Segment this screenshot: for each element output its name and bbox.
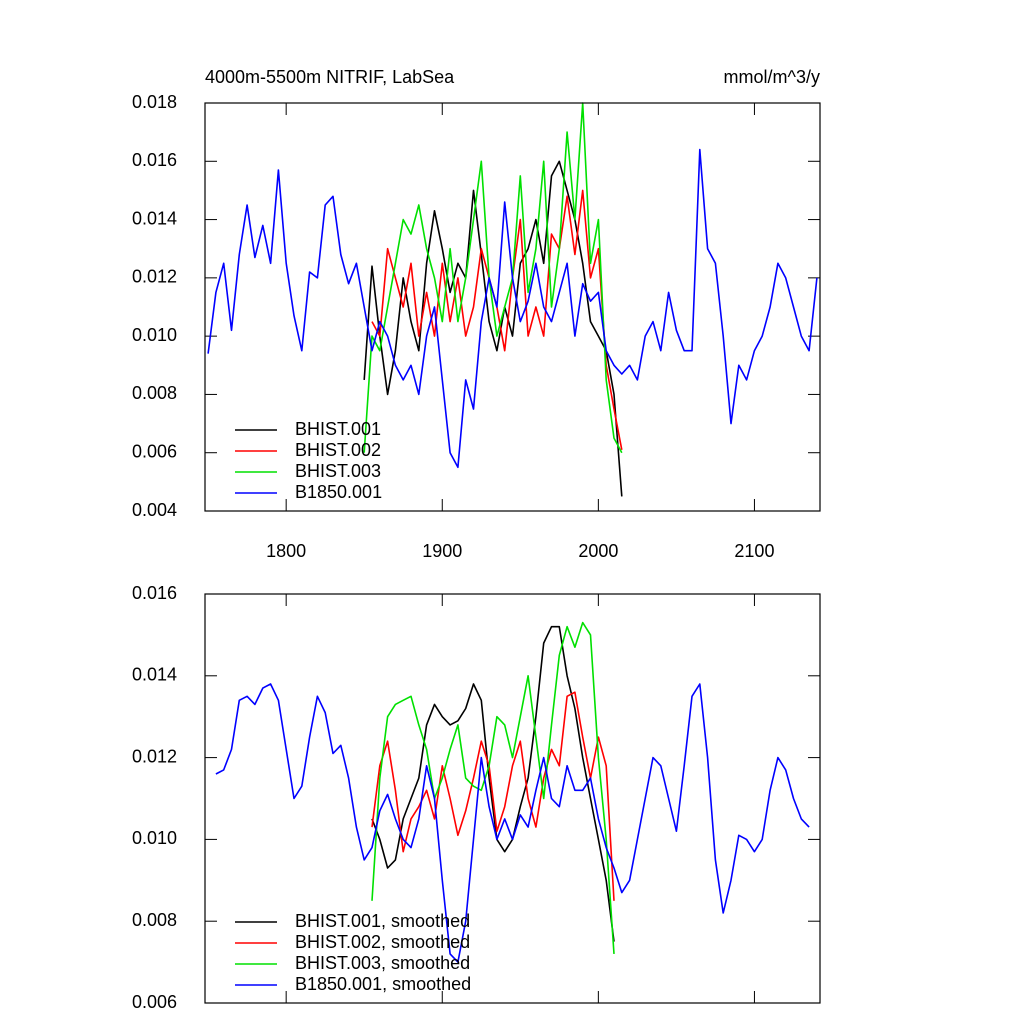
legend-label: BHIST.001, smoothed: [295, 911, 470, 931]
series-line: [207, 148, 818, 469]
y-tick-label: 0.016: [132, 583, 177, 603]
y-tick-label: 0.008: [132, 910, 177, 930]
y-tick-label: 0.004: [132, 500, 177, 520]
y-tick-label: 0.012: [132, 267, 177, 287]
y-tick-label: 0.014: [132, 208, 177, 228]
series-line: [371, 189, 623, 450]
y-tick-label: 0.010: [132, 325, 177, 345]
series-line: [215, 683, 810, 963]
series-line: [363, 102, 623, 454]
y-tick-label: 0.018: [132, 92, 177, 112]
legend-label: B1850.001: [295, 482, 382, 502]
legend-label: BHIST.002, smoothed: [295, 932, 470, 952]
y-tick-label: 0.010: [132, 828, 177, 848]
y-tick-label: 0.006: [132, 441, 177, 461]
y-tick-label: 0.008: [132, 383, 177, 403]
legend-label: B1850.001, smoothed: [295, 974, 471, 994]
legend-label: BHIST.002: [295, 440, 381, 460]
y-tick-label: 0.012: [132, 746, 177, 766]
y-tick-label: 0.006: [132, 992, 177, 1012]
series-line: [371, 691, 615, 901]
units-label: mmol/m^3/y: [724, 67, 820, 87]
plot-frame: [204, 102, 821, 512]
plot-frame: [204, 593, 821, 1004]
series-line: [371, 625, 615, 942]
x-tick-label: 2100: [734, 541, 774, 561]
y-tick-label: 0.014: [132, 665, 177, 685]
chart-title: 4000m-5500m NITRIF, LabSea: [205, 67, 455, 87]
y-tick-label: 0.016: [132, 150, 177, 170]
x-tick-label: 2000: [578, 541, 618, 561]
series-line: [363, 160, 623, 497]
legend-label: BHIST.003: [295, 461, 381, 481]
legend-label: BHIST.003, smoothed: [295, 953, 470, 973]
x-tick-label: 1900: [422, 541, 462, 561]
series-line: [371, 621, 615, 954]
x-tick-label: 1800: [266, 541, 306, 561]
legend-label: BHIST.001: [295, 419, 381, 439]
